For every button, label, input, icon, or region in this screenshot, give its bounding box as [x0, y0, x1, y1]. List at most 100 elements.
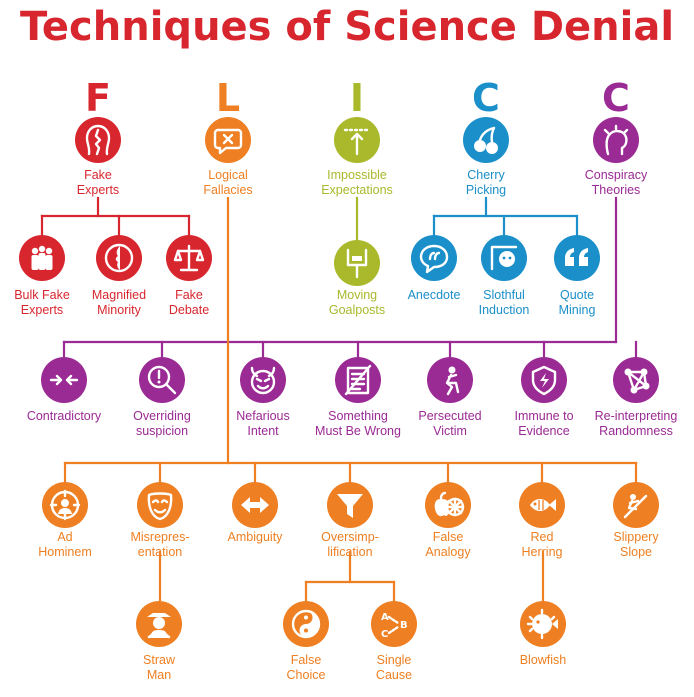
fallacy-child-4-label: False Analogy [425, 530, 471, 559]
fallacy-grandchild-0-node [136, 601, 182, 647]
shield-icon [528, 364, 560, 396]
fake-experts-icon [82, 124, 114, 156]
category-cherry-label: Cherry Picking [465, 168, 507, 197]
magnifier-icon [146, 364, 178, 396]
category-impossible-expectations-node [334, 117, 380, 163]
slide-icon [620, 489, 652, 521]
crossed-document-icon [342, 364, 374, 396]
fake-experts-child-0-node [19, 235, 65, 281]
conspiracy-child-1-label: Overriding suspicion [133, 409, 191, 438]
cherry-picking-child-0-label: Anecdote [407, 288, 461, 302]
network-icon [620, 364, 652, 396]
magnified-minority-icon [103, 242, 135, 274]
conspiracy-theories-icon [600, 124, 632, 156]
fallacy-grandchild-0-label: Straw Man [143, 653, 175, 682]
fake-experts-child-2-label: Fake Debate [168, 288, 210, 317]
letter-l: L [215, 76, 241, 120]
contradictory-icon [48, 364, 80, 396]
apple-orange-icon [432, 489, 465, 521]
cherry-icon [470, 124, 502, 156]
goalposts-icon [341, 247, 373, 279]
conspiracy-child-2-label: Nefarious Intent [236, 409, 290, 438]
double-arrow-icon [239, 489, 271, 521]
impossible-expectations-child-0-node [334, 240, 380, 286]
conspiracy-child-5-node [521, 357, 567, 403]
conspiracy-child-4-node [427, 357, 473, 403]
svg-text:B: B [400, 620, 408, 631]
fallacy-child-5-node [519, 482, 565, 528]
fallacy-grandchild-1-node [283, 601, 329, 647]
fallacy-child-5-label: Red Herring [521, 530, 563, 559]
cherry-picking-child-0-node [411, 235, 457, 281]
cherry-picking-child-2-label: Quote Mining [558, 288, 596, 317]
cherry-picking-child-1-label: Slothful Induction [478, 288, 530, 317]
letter-c-conspiracy: C [602, 76, 630, 120]
fake-experts-child-1-label: Magnified Minority [91, 288, 147, 317]
quote-icon [561, 242, 593, 274]
svg-text:A: A [381, 612, 389, 623]
category-conspiracy-theories-node [593, 117, 639, 163]
category-conspiracy-theories-label: Conspiracy Theories [584, 168, 648, 197]
target-head-icon [49, 489, 81, 521]
page-title: Techniques of Science Denial [19, 4, 675, 50]
conspiracy-child-4-label: Persecuted Victim [418, 409, 482, 438]
fallacy-child-2-node [232, 482, 278, 528]
category-impossible-expectations-label: Impossible Expectations [321, 168, 393, 197]
fallacy-child-6-node [613, 482, 659, 528]
letter-i: I [349, 76, 365, 120]
scarecrow-icon [143, 608, 175, 640]
impossible-expectations-icon [341, 124, 373, 156]
yin-yang-icon [290, 608, 322, 640]
kneeling-figure-icon [434, 364, 466, 396]
fallacy-child-0-node [42, 482, 88, 528]
conspiracy-child-6-node [613, 357, 659, 403]
fallacy-child-3-label: Oversimp-lification [321, 530, 379, 559]
scales-icon [173, 242, 205, 274]
fallacy-child-3-node [327, 482, 373, 528]
conspiracy-child-5-label: Immune to Evidence [514, 409, 574, 438]
logical-fallacies-icon [212, 124, 244, 156]
category-logical-fallacies-label: Logical Fallacies [203, 168, 253, 197]
cherry-picking-child-1-node [481, 235, 527, 281]
category-fake-experts-node [75, 117, 121, 163]
letter-f: F [85, 76, 111, 120]
category-cherry-node [463, 117, 509, 163]
fallacy-child-0-label: Ad Hominem [38, 530, 92, 559]
conspiracy-child-3-node [335, 357, 381, 403]
fallacy-child-4-node [425, 482, 471, 528]
fallacy-child-6-label: Slippery Slope [613, 530, 659, 559]
fallacy-grandchild-3-node [520, 601, 566, 647]
fake-experts-child-0-label: Bulk Fake Experts [14, 288, 70, 317]
crowd-icon [26, 242, 58, 274]
svg-text:C: C [381, 629, 388, 640]
conspiracy-child-1-node [139, 357, 185, 403]
letter-c-cherry: C [472, 76, 500, 120]
fallacy-child-1-node [137, 482, 183, 528]
cherry-picking-child-2-node [554, 235, 600, 281]
fallacy-grandchild-2-label: Single Cause [375, 653, 413, 682]
conspiracy-child-3-label: Something Must Be Wrong [315, 409, 401, 438]
sloth-icon [488, 242, 520, 274]
fish-icon [526, 489, 558, 521]
blowfish-icon [526, 608, 559, 640]
fallacy-grandchild-3-label: Blowfish [519, 653, 567, 667]
fallacy-child-1-label: Misrepres-entation [130, 530, 190, 559]
conspiracy-child-0-node [41, 357, 87, 403]
mask-icon [144, 489, 176, 521]
devil-icon [247, 364, 279, 396]
category-fake-experts-label: Fake Experts [76, 168, 120, 197]
conspiracy-child-0-label: Contradictory [26, 409, 102, 423]
fallacy-child-2-label: Ambiguity [227, 530, 283, 544]
conspiracy-child-2-node [240, 357, 286, 403]
conspiracy-child-6-label: Re-interpreting Randomness [594, 409, 678, 438]
funnel-icon [334, 489, 366, 521]
fake-experts-child-2-node [166, 235, 212, 281]
fake-experts-child-1-node [96, 235, 142, 281]
impossible-expectations-child-0-label: Moving Goalposts [328, 288, 386, 317]
fallacy-grandchild-1-label: False Choice [286, 653, 326, 682]
category-logical-fallacies-node [205, 117, 251, 163]
speech-bubble-icon [418, 242, 450, 274]
